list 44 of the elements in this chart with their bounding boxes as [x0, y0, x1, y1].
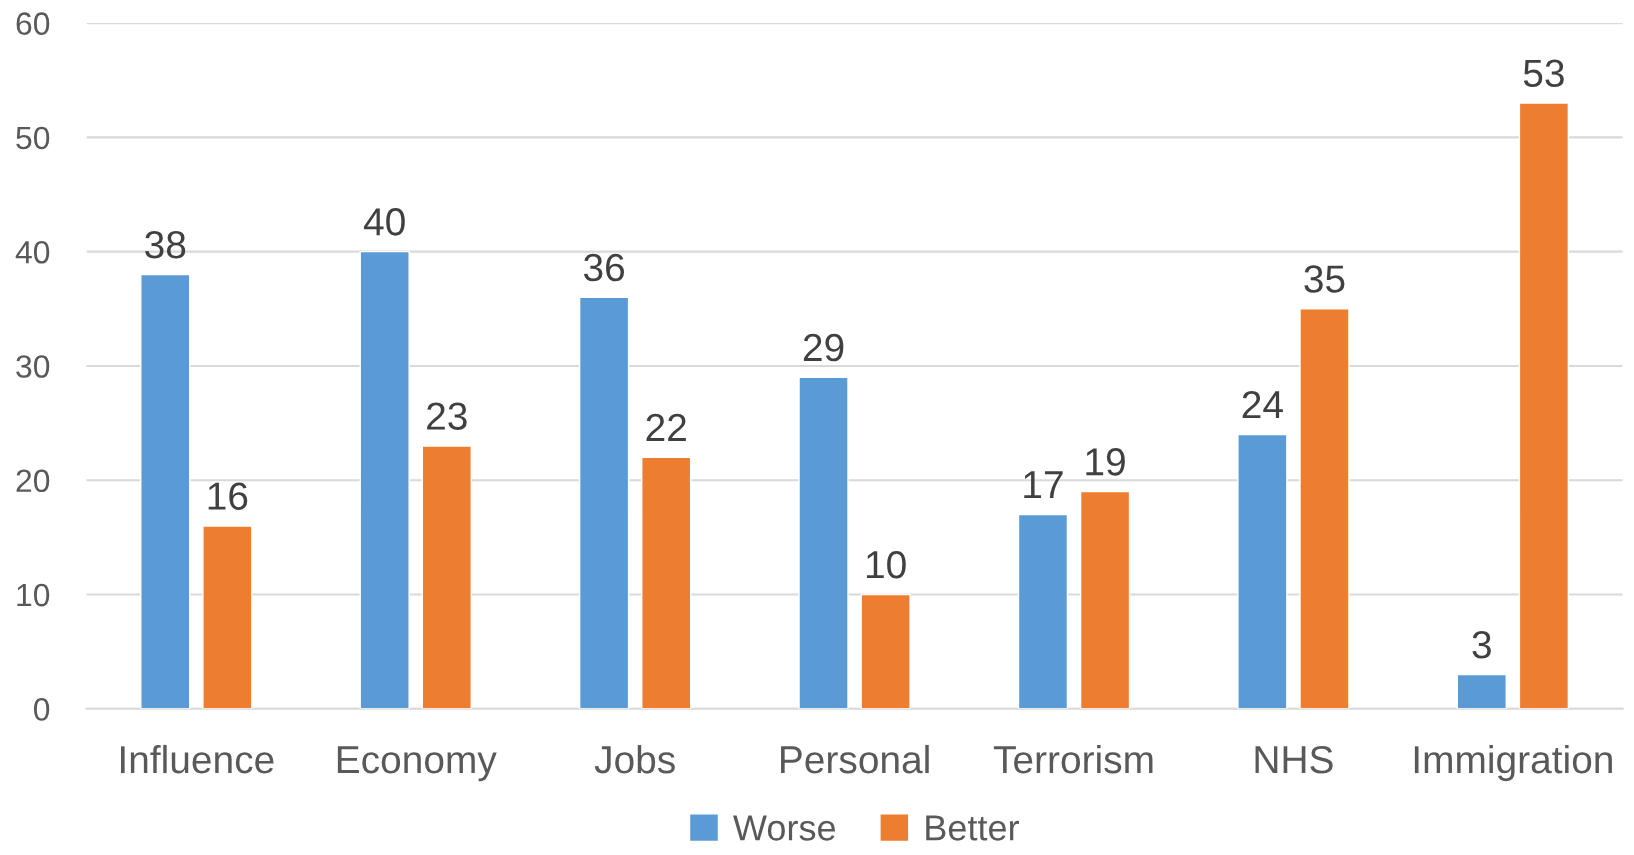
bar [798, 376, 849, 709]
bar [359, 250, 410, 709]
y-tick-label: 20 [16, 469, 50, 493]
data-label: 53 [1523, 59, 1564, 88]
bar [1017, 513, 1069, 709]
data-label: 40 [363, 208, 405, 236]
x-tick-label: Influence [120, 744, 274, 774]
data-label: 24 [1242, 390, 1283, 419]
x-tick-label: NHS [1255, 745, 1333, 774]
y-tick-label: 60 [16, 12, 50, 35]
x-tick-label: Jobs [594, 744, 675, 774]
data-label: 35 [1304, 265, 1345, 293]
legend-label: Better [926, 815, 1019, 841]
bar [1299, 308, 1350, 709]
data-label: 10 [866, 550, 906, 579]
bar [140, 273, 191, 709]
y-tick-label: 10 [17, 583, 50, 607]
data-label: 29 [803, 333, 844, 362]
x-tick-label: Personal [781, 744, 929, 774]
bar [1456, 673, 1507, 709]
y-tick-label: 40 [15, 240, 50, 264]
bar [860, 593, 911, 709]
bar [202, 525, 253, 709]
data-label: 38 [145, 230, 186, 259]
x-tick-label: Terrorism [993, 744, 1153, 774]
bar [578, 296, 630, 709]
data-label: 16 [208, 482, 248, 510]
data-label: 17 [1024, 471, 1063, 499]
y-tick-label: 50 [16, 126, 50, 150]
data-label: 3 [1472, 630, 1491, 659]
data-label: 23 [427, 402, 467, 430]
data-label: 22 [646, 413, 686, 441]
data-label: 19 [1086, 448, 1125, 476]
x-tick-label: Immigration [1414, 744, 1612, 782]
y-tick-label: 30 [16, 355, 50, 378]
bar [1237, 433, 1288, 709]
bar [421, 445, 472, 709]
legend-label: Worse [733, 815, 835, 841]
data-label: 36 [583, 253, 625, 282]
y-tick-label: 0 [33, 698, 50, 721]
x-tick-label: Economy [337, 746, 497, 782]
bar [1518, 102, 1570, 709]
bar [641, 456, 692, 709]
bar [1079, 490, 1131, 709]
